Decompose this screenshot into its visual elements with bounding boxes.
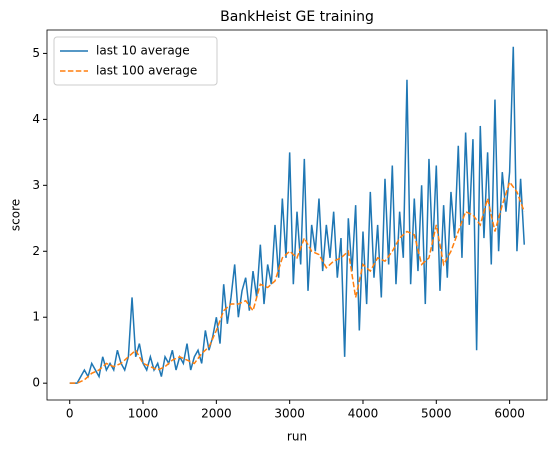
x-tick-label: 4000 [348, 407, 379, 421]
series-line [69, 46, 526, 384]
series-line [69, 180, 525, 384]
x-axis-label: run [287, 430, 307, 444]
chart-title: BankHeist GE training [220, 9, 374, 25]
y-tick-label: 0 [32, 376, 40, 390]
x-tick-label: 2000 [201, 407, 232, 421]
legend-box [53, 36, 218, 86]
x-tick-label: 1000 [128, 407, 159, 421]
legend-label: last 100 average [96, 64, 197, 78]
y-tick-label: 5 [32, 46, 40, 60]
x-tick-label: 5000 [421, 407, 452, 421]
x-tick-label: 3000 [274, 407, 305, 421]
y-axis-label: score [9, 199, 23, 231]
legend-label: last 10 average [96, 44, 190, 58]
x-tick-label: 0 [66, 407, 74, 421]
y-tick-label: 1 [32, 310, 40, 324]
y-tick-label: 2 [32, 244, 40, 258]
y-tick-label: 4 [32, 112, 40, 126]
y-tick-label: 3 [32, 178, 40, 192]
plot-frame [46, 29, 548, 401]
x-tick-label: 6000 [494, 407, 525, 421]
